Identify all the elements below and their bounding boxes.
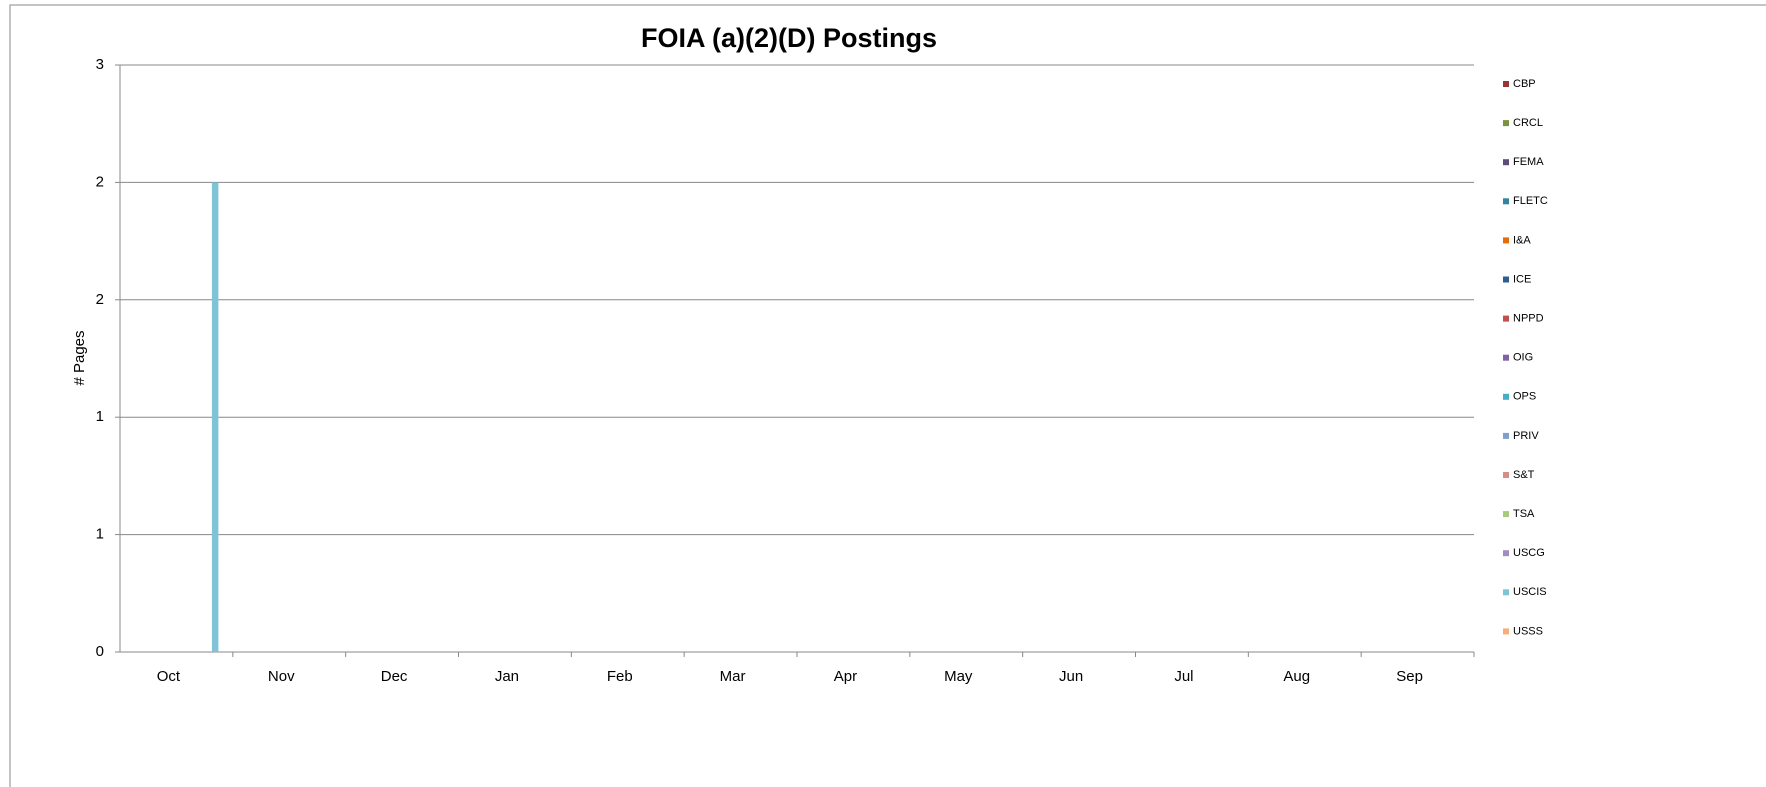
- y-tick-label: 2: [96, 173, 104, 190]
- x-tick-label: Feb: [607, 668, 633, 685]
- legend-label: OPS: [1513, 391, 1536, 403]
- legend-swatch: [1503, 393, 1509, 400]
- legend-swatch: [1503, 276, 1509, 283]
- y-tick-label: 0: [96, 643, 104, 660]
- x-tick-label: Jun: [1059, 668, 1083, 685]
- legend-swatch: [1503, 511, 1509, 518]
- legend-label: NPPD: [1513, 313, 1544, 325]
- legend-label: FEMA: [1513, 156, 1544, 168]
- legend-label: OIG: [1513, 352, 1533, 364]
- chart-title: FOIA (a)(2)(D) Postings: [641, 23, 937, 53]
- chart-frame: [9, 4, 1766, 787]
- legend-label: TSA: [1513, 508, 1535, 520]
- legend-label: ICE: [1513, 273, 1531, 285]
- x-tick-label: Sep: [1396, 668, 1423, 685]
- legend-swatch: [1503, 81, 1509, 87]
- x-tick-label: Jul: [1174, 668, 1193, 685]
- legend-swatch: [1503, 472, 1509, 478]
- legend-label: PRIV: [1513, 430, 1539, 442]
- x-tick-label: May: [944, 668, 973, 685]
- legend-swatch: [1503, 120, 1509, 127]
- legend-label: USSS: [1513, 625, 1543, 637]
- x-tick-label: Mar: [720, 668, 746, 685]
- y-tick-label: 2: [96, 291, 104, 308]
- legend-label: FLETC: [1513, 195, 1548, 207]
- legend-swatch: [1503, 550, 1509, 557]
- x-tick-label: Oct: [157, 668, 181, 685]
- legend-label: USCIS: [1513, 586, 1547, 598]
- x-tick-label: Dec: [381, 668, 408, 685]
- y-tick-label: 1: [96, 526, 104, 543]
- y-axis-label: # Pages: [71, 330, 88, 385]
- legend-swatch: [1503, 628, 1509, 635]
- x-tick-label: Aug: [1283, 668, 1310, 685]
- x-tick-label: Nov: [268, 668, 295, 685]
- bar: [211, 182, 219, 652]
- x-tick-label: Jan: [495, 668, 519, 685]
- legend-swatch: [1503, 198, 1509, 205]
- y-tick-label: 1: [96, 408, 104, 425]
- legend-swatch: [1503, 589, 1509, 596]
- legend-label: CRCL: [1513, 117, 1543, 129]
- legend-swatch: [1503, 159, 1509, 166]
- y-tick-label: 3: [96, 56, 104, 73]
- legend-label: CBP: [1513, 78, 1536, 90]
- x-tick-label: Apr: [834, 668, 857, 685]
- legend-label: I&A: [1513, 234, 1531, 246]
- legend-swatch: [1503, 237, 1509, 244]
- legend-swatch: [1503, 315, 1509, 322]
- legend-swatch: [1503, 354, 1509, 361]
- legend-label: S&T: [1513, 469, 1535, 481]
- legend-swatch: [1503, 432, 1509, 439]
- legend-label: USCG: [1513, 547, 1545, 559]
